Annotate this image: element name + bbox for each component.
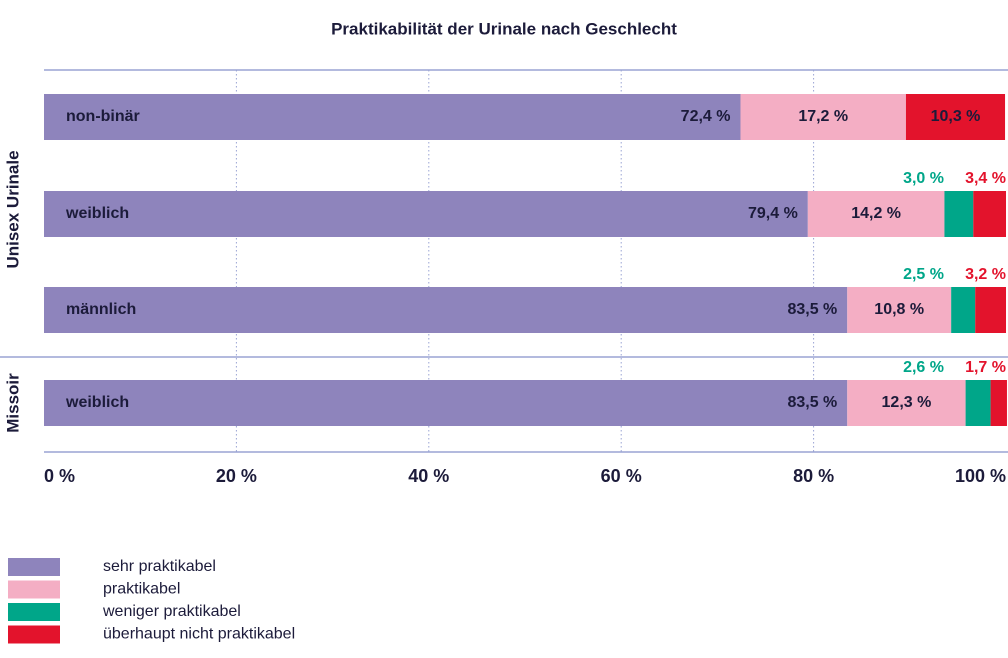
- value-label: 83,5 %: [787, 394, 837, 411]
- legend-swatch: [8, 558, 60, 576]
- x-tick-label: 20 %: [216, 466, 257, 486]
- bar-segment: [847, 287, 952, 333]
- bar-segment: [905, 94, 1006, 140]
- value-label: 79,4 %: [748, 205, 798, 222]
- value-label: 10,8 %: [874, 301, 924, 318]
- legend-swatch: [8, 580, 60, 599]
- bar-segment: [965, 380, 991, 426]
- bar-segment: [944, 191, 974, 237]
- category-label: non-binär: [66, 108, 140, 125]
- value-label: 3,0 %: [903, 170, 944, 187]
- bar-segment: [973, 191, 1006, 237]
- bar-segment: [44, 191, 808, 237]
- chart-title: Praktikabilität der Urinale nach Geschle…: [331, 19, 677, 38]
- value-label: 14,2 %: [851, 205, 901, 222]
- value-label: 2,6 %: [903, 359, 944, 376]
- legend-label: sehr praktikabel: [103, 558, 216, 575]
- category-label: weiblich: [65, 205, 129, 222]
- legend-swatch: [8, 603, 60, 621]
- value-label: 1,7 %: [965, 359, 1006, 376]
- legend-label: weniger praktikabel: [102, 603, 241, 620]
- group-label: Unisex Urinale: [3, 150, 22, 268]
- legend-label: praktikabel: [103, 581, 180, 598]
- group-label: Missoir: [3, 373, 22, 433]
- value-label: 12,3 %: [882, 394, 932, 411]
- bar-segment: [975, 287, 1006, 333]
- bar-segment: [44, 287, 848, 333]
- x-tick-label: 100 %: [955, 466, 1006, 486]
- x-tick-label: 80 %: [793, 466, 834, 486]
- value-label: 72,4 %: [681, 108, 731, 125]
- bar-segment: [807, 191, 945, 237]
- bar-segment: [44, 94, 741, 140]
- x-tick-label: 0 %: [44, 466, 75, 486]
- x-tick-label: 60 %: [601, 466, 642, 486]
- bar-segment: [740, 94, 906, 140]
- bar-segment: [990, 380, 1007, 426]
- bar-segment: [951, 287, 976, 333]
- bar-segment: [44, 380, 848, 426]
- value-label: 3,4 %: [965, 170, 1006, 187]
- value-label: 3,2 %: [965, 266, 1006, 283]
- legend-swatch: [8, 625, 60, 644]
- x-tick-label: 40 %: [408, 466, 449, 486]
- bar-segment: [847, 380, 966, 426]
- value-label: 83,5 %: [787, 301, 837, 318]
- legend-label: überhaupt nicht praktikabel: [103, 626, 295, 643]
- category-label: männlich: [66, 301, 136, 318]
- value-label: 10,3 %: [931, 108, 981, 125]
- category-label: weiblich: [65, 394, 129, 411]
- value-label: 2,5 %: [903, 266, 944, 283]
- value-label: 17,2 %: [798, 108, 848, 125]
